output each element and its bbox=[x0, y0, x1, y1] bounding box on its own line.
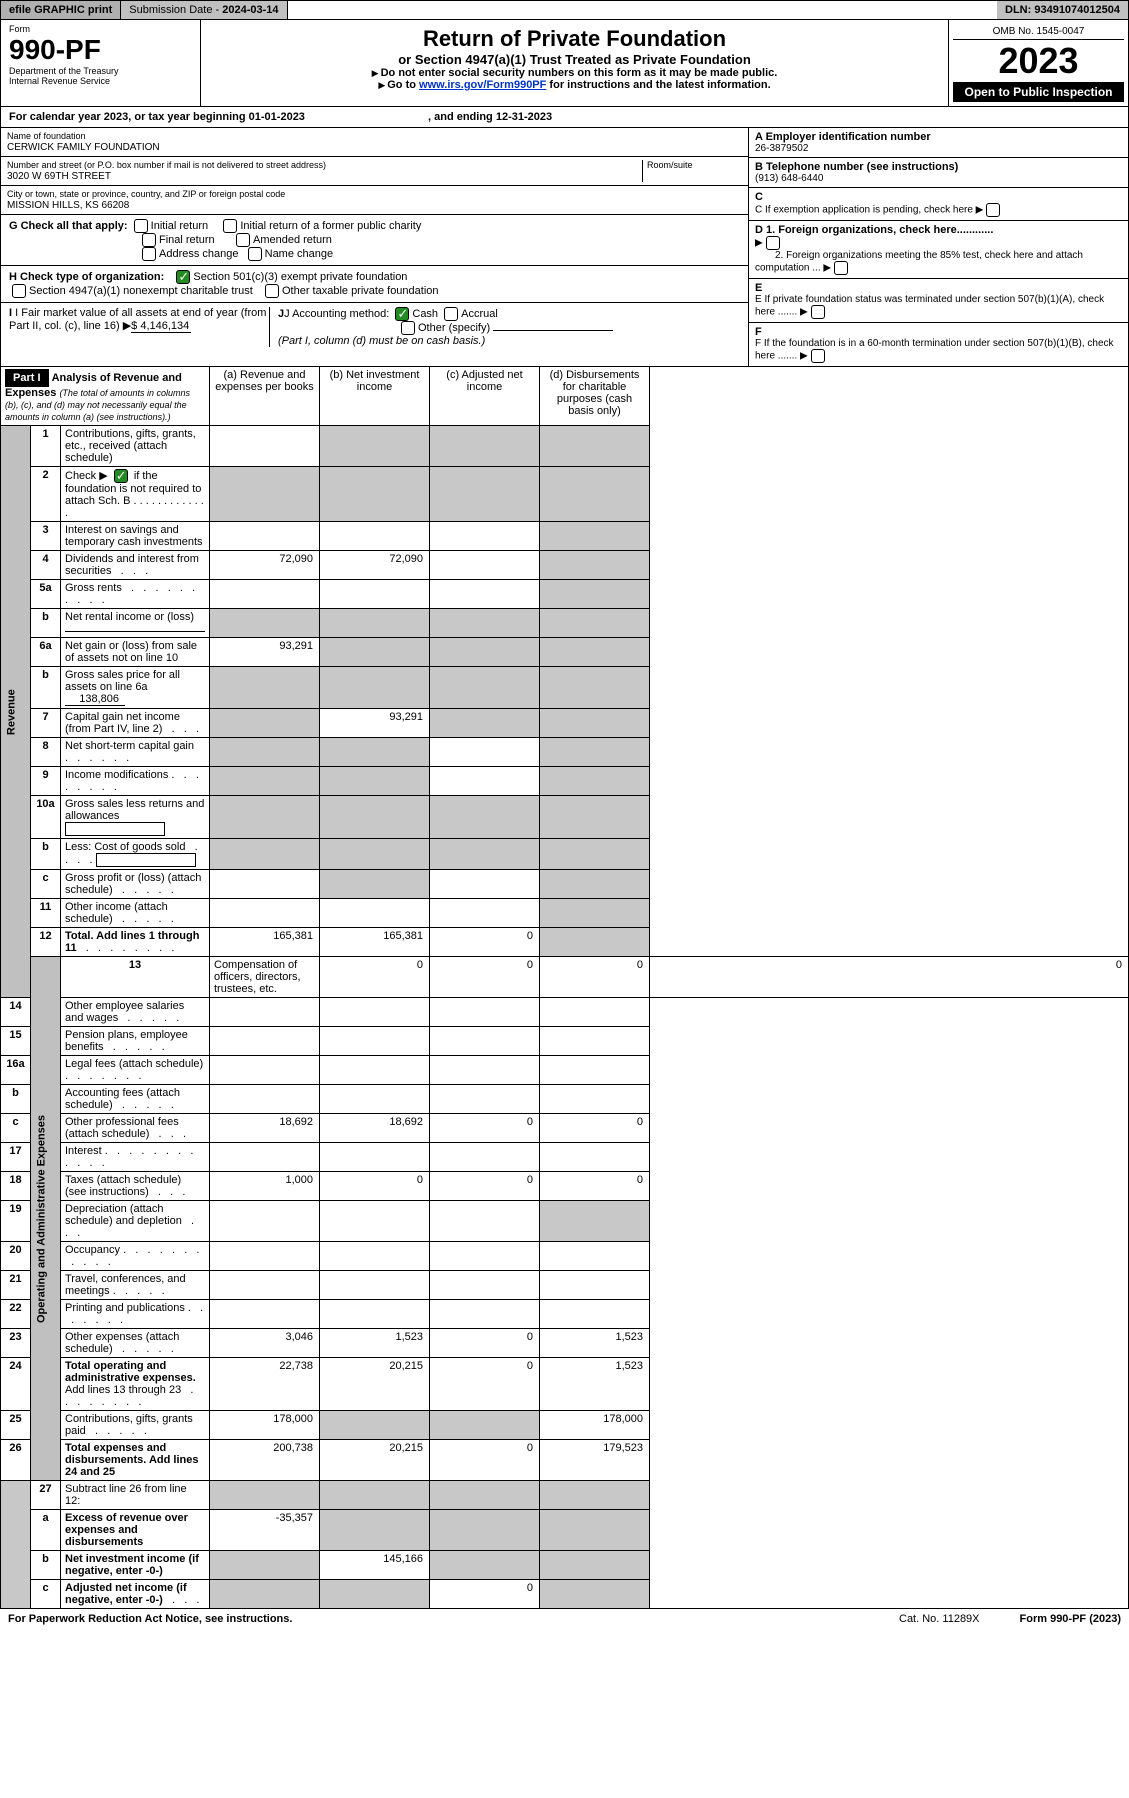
d1-label: D 1. Foreign organizations, check here..… bbox=[755, 224, 1122, 236]
revenue-label: Revenue bbox=[1, 426, 31, 998]
ein-value: 26-3879502 bbox=[755, 143, 808, 154]
efile-print-button[interactable]: efile GRAPHIC print bbox=[1, 1, 121, 19]
address-change-checkbox[interactable] bbox=[142, 247, 156, 261]
gross-sales-6a: 138,806 bbox=[65, 693, 125, 706]
501c3-checkbox[interactable] bbox=[176, 270, 190, 284]
col-d-header: (d) Disbursements for charitable purpose… bbox=[540, 367, 650, 426]
accrual-checkbox[interactable] bbox=[444, 307, 458, 321]
other-taxable-checkbox[interactable] bbox=[265, 284, 279, 298]
e-label: E If private foundation status was termi… bbox=[755, 294, 1104, 318]
form-title: Return of Private Foundation bbox=[207, 26, 942, 52]
part1-table: Part I Analysis of Revenue and Expenses … bbox=[0, 366, 1129, 1609]
top-bar: efile GRAPHIC print Submission Date - 20… bbox=[0, 0, 1129, 20]
amended-return-checkbox[interactable] bbox=[236, 233, 250, 247]
instruction-2: Go to www.irs.gov/Form990PF for instruct… bbox=[207, 79, 942, 91]
cat-number: Cat. No. 11289X bbox=[899, 1613, 980, 1625]
4947a1-checkbox[interactable] bbox=[12, 284, 26, 298]
h-check-row: H Check type of organization: Section 50… bbox=[1, 266, 748, 303]
street-address: 3020 W 69TH STREET bbox=[7, 171, 111, 182]
d2-label: 2. Foreign organizations meeting the 85%… bbox=[755, 250, 1083, 274]
form-subtitle: or Section 4947(a)(1) Trust Treated as P… bbox=[207, 52, 942, 67]
address-label: Number and street (or P.O. box number if… bbox=[7, 160, 326, 170]
ein-label: A Employer identification number bbox=[755, 131, 1122, 143]
name-label: Name of foundation bbox=[7, 131, 86, 141]
col-b-header: (b) Net investment income bbox=[320, 367, 430, 426]
cash-basis-note: (Part I, column (d) must be on cash basi… bbox=[278, 335, 485, 347]
dept-label: Department of the Treasury bbox=[9, 66, 192, 76]
accounting-method-label: J Accounting method: bbox=[284, 308, 389, 320]
form-ref: Form 990-PF (2023) bbox=[1020, 1613, 1121, 1625]
phone-value: (913) 648-6440 bbox=[755, 173, 823, 184]
foundation-name: CERWICK FAMILY FOUNDATION bbox=[7, 142, 160, 153]
form990pf-link[interactable]: www.irs.gov/Form990PF bbox=[419, 79, 546, 91]
other-method-checkbox[interactable] bbox=[401, 321, 415, 335]
foreign-85-checkbox[interactable] bbox=[834, 261, 848, 275]
calendar-year-row: For calendar year 2023, or tax year begi… bbox=[0, 107, 1129, 128]
col-c-header: (c) Adjusted net income bbox=[430, 367, 540, 426]
initial-return-public-checkbox[interactable] bbox=[223, 219, 237, 233]
c-label: C If exemption application is pending, c… bbox=[755, 205, 973, 216]
status-terminated-checkbox[interactable] bbox=[811, 305, 825, 319]
city-label: City or town, state or province, country… bbox=[7, 189, 285, 199]
form-number: 990-PF bbox=[9, 34, 192, 66]
expenses-label: Operating and Administrative Expenses bbox=[31, 957, 61, 1481]
col-a-header: (a) Revenue and expenses per books bbox=[210, 367, 320, 426]
form-header: Form 990-PF Department of the Treasury I… bbox=[0, 20, 1129, 107]
omb-number: OMB No. 1545-0047 bbox=[953, 24, 1124, 40]
60month-checkbox[interactable] bbox=[811, 349, 825, 363]
room-label: Room/suite bbox=[642, 160, 742, 182]
exemption-pending-checkbox[interactable] bbox=[986, 203, 1000, 217]
instruction-1: Do not enter social security numbers on … bbox=[207, 67, 942, 79]
footer: For Paperwork Reduction Act Notice, see … bbox=[0, 1609, 1129, 1629]
city-state-zip: MISSION HILLS, KS 66208 bbox=[7, 200, 129, 211]
identification-block: Name of foundationCERWICK FAMILY FOUNDAT… bbox=[0, 128, 1129, 366]
foreign-org-checkbox[interactable] bbox=[766, 236, 780, 250]
fmv-value: $ 4,146,134 bbox=[131, 320, 191, 333]
open-to-public: Open to Public Inspection bbox=[953, 82, 1124, 102]
submission-date: Submission Date - 2024-03-14 bbox=[121, 1, 287, 19]
name-change-checkbox[interactable] bbox=[248, 247, 262, 261]
g-check-row: G Check all that apply: Initial return I… bbox=[1, 215, 748, 266]
i-j-row: I I Fair market value of all assets at e… bbox=[1, 303, 748, 351]
final-return-checkbox[interactable] bbox=[142, 233, 156, 247]
form-label: Form bbox=[9, 24, 192, 34]
irs-label: Internal Revenue Service bbox=[9, 76, 192, 86]
phone-label: B Telephone number (see instructions) bbox=[755, 161, 1122, 173]
dln: DLN: 93491074012504 bbox=[997, 1, 1128, 19]
paperwork-notice: For Paperwork Reduction Act Notice, see … bbox=[8, 1613, 292, 1625]
tax-year: 2023 bbox=[953, 40, 1124, 82]
sch-b-checkbox[interactable] bbox=[114, 469, 128, 483]
cash-checkbox[interactable] bbox=[395, 307, 409, 321]
part1-tag: Part I bbox=[5, 369, 49, 387]
f-label: F If the foundation is in a 60-month ter… bbox=[755, 338, 1114, 362]
initial-return-checkbox[interactable] bbox=[134, 219, 148, 233]
